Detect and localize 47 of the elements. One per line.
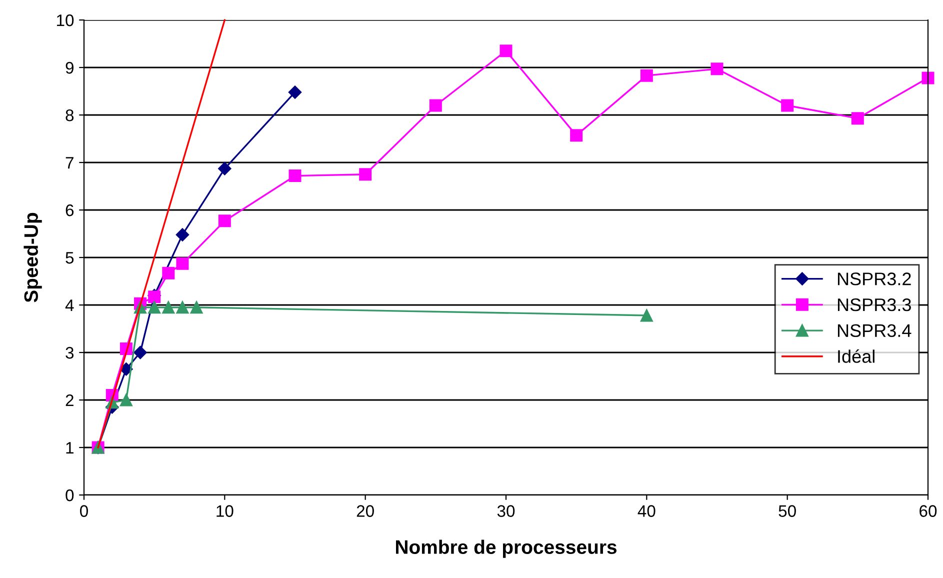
point (429, 99, 442, 112)
point (190, 301, 203, 314)
x-tick-label: 0 (80, 505, 88, 517)
point (218, 162, 232, 176)
point (288, 86, 302, 99)
point (176, 228, 190, 242)
legend-label: NSPR3.4 (838, 324, 912, 338)
y-tick-label: 5 (66, 252, 74, 264)
x-tick-label: 30 (497, 505, 515, 517)
point (640, 69, 653, 82)
y-tick-label: 3 (66, 346, 74, 359)
point (710, 62, 724, 76)
point (288, 170, 302, 182)
point (176, 301, 189, 314)
x-tick-label: 40 (638, 505, 656, 517)
point (570, 129, 583, 142)
point (218, 214, 231, 228)
point (640, 309, 653, 322)
y-tick-label: 2 (66, 394, 74, 406)
point (781, 99, 794, 112)
x-tick-label: 60 (920, 505, 937, 517)
y-tick-label: 6 (66, 204, 74, 216)
point (148, 301, 161, 314)
point (359, 168, 372, 181)
legend-label: Idéal (838, 349, 874, 363)
y-tick-label: 7 (66, 157, 74, 169)
point (162, 301, 175, 314)
x-axis-title: Nombre de processeurs (396, 540, 617, 558)
x-tick-label: 10 (216, 505, 234, 517)
y-tick-label: 10 (57, 14, 74, 26)
x-tick-label: 20 (356, 505, 374, 517)
y-tick-label: 4 (65, 300, 74, 312)
point (500, 44, 512, 58)
y-tick-label: 9 (66, 62, 74, 74)
legend-label: NSPR3.2 (838, 272, 911, 286)
y-tick-label: 8 (66, 109, 74, 122)
legend-label: NSPR3.3 (838, 298, 911, 312)
point (120, 394, 132, 406)
y-axis-title: Speed-Up (24, 212, 42, 302)
point (922, 72, 934, 84)
x-tick-label: 50 (778, 505, 796, 517)
point (134, 346, 147, 360)
point (176, 257, 189, 270)
y-tick-label: 0 (66, 489, 74, 502)
point (851, 112, 864, 125)
y-tick-label: 1 (66, 442, 74, 454)
point (162, 266, 175, 280)
